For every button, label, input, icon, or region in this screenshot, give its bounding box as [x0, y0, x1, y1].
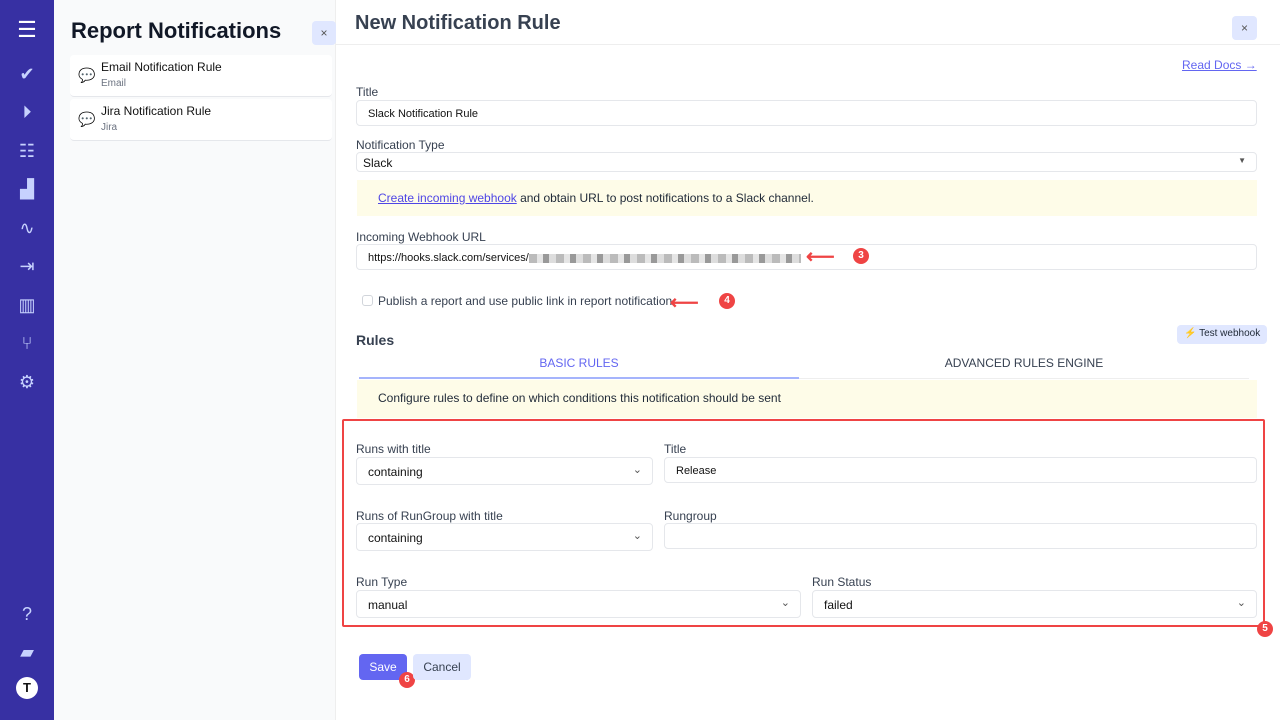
- chevron-down-icon: ⌄: [632, 530, 642, 542]
- select-value: containing: [368, 465, 423, 479]
- annotation-arrow: ⟵: [806, 246, 835, 268]
- select-value: manual: [368, 598, 408, 612]
- highlight-box: [342, 419, 1265, 627]
- webhook-value: https://hooks.slack.com/services/: [368, 252, 529, 264]
- title2-input[interactable]: Release: [664, 457, 1257, 483]
- run-type-select[interactable]: manual ⌄: [356, 590, 801, 618]
- list-item[interactable]: 💬 Email Notification Rule Email: [70, 55, 332, 97]
- help-icon[interactable]: ?: [21, 604, 32, 624]
- create-webhook-link[interactable]: Create incoming webhook: [378, 191, 517, 205]
- chevron-down-icon: ⌄: [632, 464, 642, 476]
- rules-heading: Rules: [356, 332, 395, 348]
- publish-label: Publish a report and use public link in …: [378, 294, 673, 308]
- type-label: Notification Type: [356, 138, 445, 152]
- item-title: Jira Notification Rule: [101, 104, 212, 118]
- annotation-badge: 4: [719, 293, 735, 309]
- rungroup-op-label: Runs of RunGroup with title: [356, 509, 503, 523]
- tab-advanced-rules[interactable]: ADVANCED RULES ENGINE: [799, 356, 1249, 379]
- annotation-arrow: ⟵: [670, 292, 699, 314]
- list-item[interactable]: 💬 Jira Notification Rule Jira: [70, 99, 332, 141]
- webhook-note: Create incoming webhook and obtain URL t…: [357, 180, 1257, 216]
- runs-title-select[interactable]: containing ⌄: [356, 457, 653, 485]
- dropdown-arrow-icon: ▼: [1238, 156, 1246, 165]
- webhook-label: Incoming Webhook URL: [356, 230, 486, 244]
- rules-note: Configure rules to define on which condi…: [357, 380, 1257, 418]
- chat-bubble-icon: 💬: [78, 67, 96, 83]
- item-type: Jira: [101, 122, 118, 133]
- gear-icon[interactable]: ⚙: [18, 372, 36, 392]
- run-type-label: Run Type: [356, 575, 408, 589]
- tab-basic-rules[interactable]: BASIC RULES: [359, 356, 799, 379]
- pulse-icon[interactable]: ∿: [19, 218, 35, 238]
- new-rule-form: New Notification Rule × Read Docs → Titl…: [336, 0, 1280, 720]
- rungroup-input[interactable]: [664, 523, 1257, 549]
- page-title: New Notification Rule: [355, 12, 561, 34]
- analytics-icon[interactable]: ▥: [18, 295, 36, 315]
- plug-icon: ⚡: [1184, 328, 1197, 339]
- test-webhook-button[interactable]: ⚡ Test webhook: [1177, 325, 1268, 344]
- item-title: Email Notification Rule: [101, 60, 222, 74]
- select-value: failed: [824, 598, 853, 612]
- title-label: Title: [356, 85, 379, 99]
- check-icon[interactable]: ✔: [19, 64, 35, 84]
- type-select[interactable]: Slack ▼: [356, 152, 1257, 172]
- close-button[interactable]: ×: [1232, 16, 1257, 40]
- select-value: containing: [368, 531, 423, 545]
- list-check-icon[interactable]: ☷: [18, 141, 36, 161]
- annotation-badge: 6: [399, 672, 415, 688]
- item-type: Email: [101, 78, 127, 89]
- steps-icon[interactable]: ▟: [20, 179, 34, 199]
- divider: [336, 44, 1280, 45]
- note-text: and obtain URL to post notifications to …: [516, 191, 814, 205]
- user-avatar-icon[interactable]: T: [16, 677, 38, 699]
- rungroup-label: Rungroup: [664, 509, 717, 523]
- panel-title: Report Notifications: [71, 18, 282, 43]
- test-webhook-label: Test webhook: [1199, 328, 1261, 339]
- nav-sidebar: ☰ ✔ ⏵ ☷ ▟ ∿ ⇥ ▥ ⑂ ⚙ ? ▰ T: [0, 0, 54, 720]
- chevron-down-icon: ⌄: [1236, 597, 1246, 609]
- read-docs-link[interactable]: Read Docs →: [1182, 58, 1257, 72]
- title2-label: Title: [664, 442, 687, 456]
- branch-icon[interactable]: ⑂: [21, 333, 33, 353]
- run-status-select[interactable]: failed ⌄: [812, 590, 1257, 618]
- webhook-input[interactable]: https://hooks.slack.com/services/: [356, 244, 1257, 270]
- notifications-list-panel: Report Notifications × 💬 Email Notificat…: [54, 0, 336, 720]
- annotation-badge: 5: [1257, 621, 1273, 637]
- redacted-token: [528, 253, 801, 263]
- close-panel-button[interactable]: ×: [312, 21, 336, 45]
- chevron-down-icon: ⌄: [780, 597, 790, 609]
- folder-icon[interactable]: ▰: [20, 642, 34, 662]
- chat-bubble-icon: 💬: [78, 111, 96, 127]
- title-input[interactable]: Slack Notification Rule: [356, 100, 1257, 126]
- type-value: Slack: [363, 156, 393, 170]
- publish-checkbox[interactable]: [362, 295, 373, 306]
- run-status-label: Run Status: [812, 575, 872, 589]
- save-button[interactable]: Save: [359, 654, 407, 680]
- cancel-button[interactable]: Cancel: [413, 654, 471, 680]
- rungroup-op-select[interactable]: containing ⌄: [356, 523, 653, 551]
- import-icon[interactable]: ⇥: [19, 256, 35, 276]
- annotation-badge: 3: [853, 248, 869, 264]
- menu-icon[interactable]: ☰: [17, 17, 37, 42]
- runs-title-label: Runs with title: [356, 442, 431, 456]
- play-icon[interactable]: ⏵: [22, 102, 32, 122]
